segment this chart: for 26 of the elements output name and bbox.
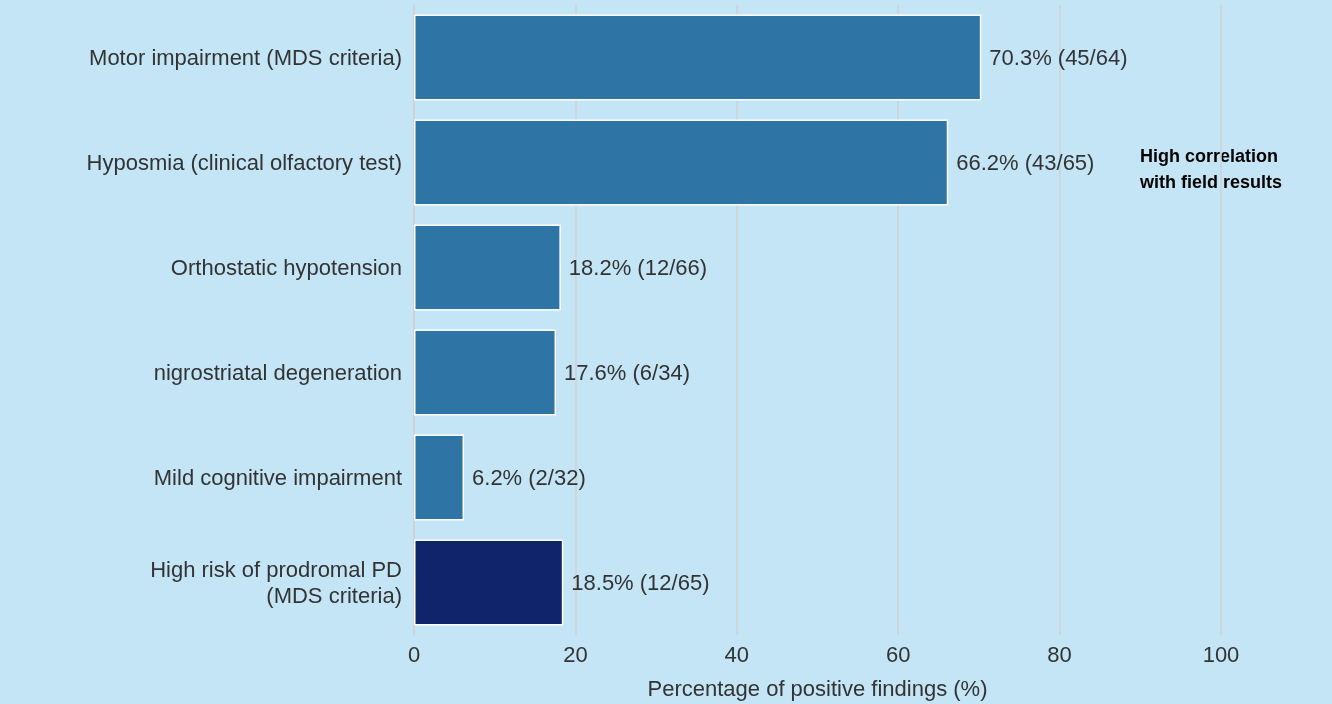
- y-tick-label: Mild cognitive impairment: [153, 465, 402, 490]
- bar: [414, 224, 561, 311]
- data-label: 18.5% (12/65): [571, 570, 710, 595]
- x-axis-title: Percentage of positive findings (%): [647, 675, 988, 701]
- bar: [414, 119, 949, 206]
- data-label: 6.2% (2/32): [472, 465, 586, 490]
- y-tick-label: Motor impairment (MDS criteria): [89, 45, 402, 70]
- x-tick-label: 100: [1202, 641, 1240, 667]
- bar: [414, 329, 557, 416]
- x-tick-label: 0: [407, 641, 421, 667]
- data-label: 66.2% (43/65): [956, 150, 1095, 175]
- x-tick-label: 80: [1047, 641, 1072, 667]
- y-tick-label: Hyposmia (clinical olfactory test): [86, 150, 402, 175]
- y-tick-label: Orthostatic hypotension: [170, 255, 402, 280]
- data-label: 17.6% (6/34): [564, 360, 690, 385]
- bar: [414, 434, 465, 521]
- x-tick-label: 60: [885, 641, 911, 667]
- y-tick-label: High risk of prodromal PD (MDS criteria): [150, 557, 402, 608]
- x-tick-label: 40: [724, 641, 750, 667]
- annotation: High correlation with field results: [1139, 146, 1284, 192]
- data-label: 18.2% (12/66): [568, 255, 708, 280]
- y-tick-label: nigrostriatal degeneration: [153, 360, 402, 385]
- bar: [414, 14, 982, 101]
- data-label: 70.3% (45/64): [989, 45, 1128, 70]
- x-tick-label: 20: [563, 641, 588, 667]
- bar: [414, 539, 564, 626]
